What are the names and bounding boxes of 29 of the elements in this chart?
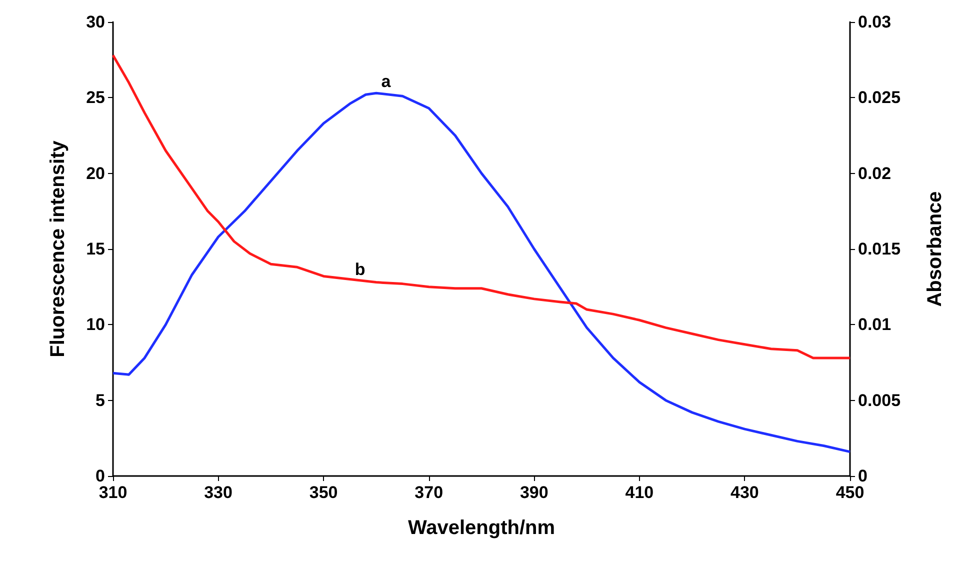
y2-tick-label: 0.005 [858, 390, 901, 410]
y-axis-title: Fluorescence intensity [47, 140, 69, 358]
y2-tick-label: 0.01 [858, 315, 892, 334]
x-tick-label: 430 [730, 483, 759, 502]
y2-tick-label: 0 [858, 466, 868, 486]
x-tick-label: 350 [309, 483, 338, 502]
annotation: b [354, 260, 366, 279]
x-tick-label: 330 [204, 483, 232, 502]
y-tick-label: 0 [96, 466, 105, 486]
x-tick-label: 450 [836, 483, 864, 502]
y-tick-label: 5 [96, 390, 105, 410]
x-tick-label: 390 [520, 483, 548, 502]
y2-tick-label: 0.015 [858, 240, 901, 258]
y2-tick-label: 0.025 [858, 88, 901, 108]
x-tick-label: 370 [414, 483, 444, 502]
y2-axis-title: Absorbance [924, 191, 946, 307]
line-series [112, 92, 852, 454]
y-tick-label: 25 [86, 88, 105, 108]
y-tick-label: 30 [86, 12, 105, 32]
annotation: a [381, 72, 392, 91]
y-tick-label: 20 [86, 164, 105, 183]
x-axis-title: Wavelength/nm [408, 517, 556, 539]
y2-tick-label: 0.02 [858, 164, 892, 183]
x-tick-label: 310 [98, 483, 128, 502]
y-tick-label: 15 [86, 240, 105, 258]
y-tick-label: 10 [86, 315, 105, 334]
line-series [112, 54, 852, 360]
y2-tick-label: 0.03 [858, 12, 892, 32]
x-tick-label: 410 [625, 483, 654, 502]
